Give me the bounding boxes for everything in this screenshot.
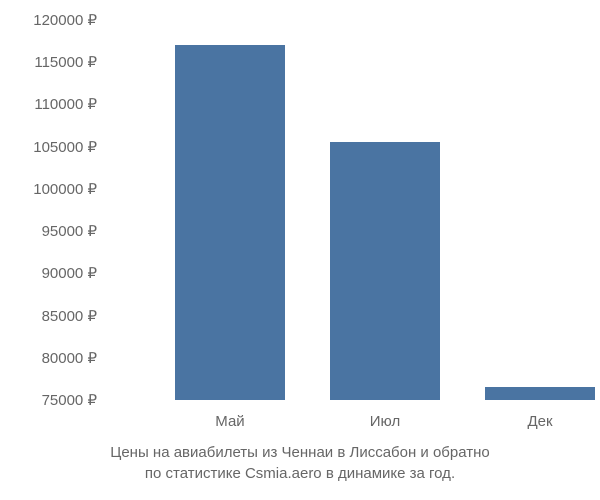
bar-may: [175, 45, 285, 400]
y-tick-label: 100000 ₽: [33, 180, 97, 198]
y-tick-label: 105000 ₽: [33, 138, 97, 156]
y-tick-label: 75000 ₽: [42, 391, 97, 409]
bar-dec: [485, 387, 595, 400]
x-tick-label: Июл: [370, 413, 400, 430]
chart-caption: Цены на авиабилеты из Ченнаи в Лиссабон …: [0, 442, 600, 484]
x-tick-label: Май: [215, 413, 244, 430]
y-tick-label: 85000 ₽: [42, 307, 97, 325]
bar-jul: [330, 142, 440, 400]
plot-area: [110, 20, 570, 400]
caption-line: по статистике Csmia.aero в динамике за г…: [0, 463, 600, 484]
x-axis: Май Июл Дек: [110, 405, 570, 435]
y-tick-label: 90000 ₽: [42, 264, 97, 282]
y-tick-label: 95000 ₽: [42, 222, 97, 240]
y-axis: 120000 ₽ 115000 ₽ 110000 ₽ 105000 ₽ 1000…: [0, 20, 105, 400]
y-tick-label: 120000 ₽: [33, 11, 97, 29]
y-tick-label: 110000 ₽: [34, 95, 97, 113]
y-tick-label: 80000 ₽: [42, 349, 97, 367]
caption-line: Цены на авиабилеты из Ченнаи в Лиссабон …: [0, 442, 600, 463]
x-tick-label: Дек: [527, 413, 552, 430]
price-chart: 120000 ₽ 115000 ₽ 110000 ₽ 105000 ₽ 1000…: [0, 0, 600, 500]
y-tick-label: 115000 ₽: [34, 53, 97, 71]
